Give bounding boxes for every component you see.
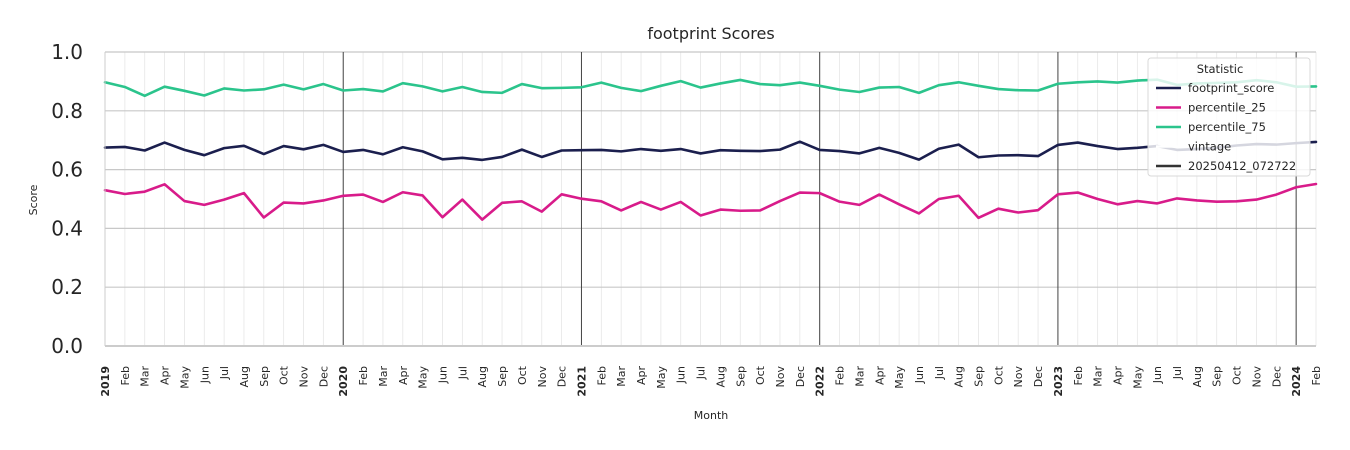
x-tick-label: Mar xyxy=(615,366,628,387)
x-tick-label: Feb xyxy=(1310,366,1323,385)
x-tick-label: Sep xyxy=(496,366,509,387)
x-tick-label: Apr xyxy=(1111,366,1124,386)
x-tick-label: Jul xyxy=(695,366,708,380)
y-tick-label: 0.8 xyxy=(51,99,83,123)
x-tick-label-year: 2022 xyxy=(814,366,827,397)
x-tick-label: Apr xyxy=(635,366,648,386)
x-tick-label: Feb xyxy=(357,366,370,385)
x-tick-label: Jun xyxy=(198,366,211,384)
x-tick-label: Feb xyxy=(119,366,132,385)
x-tick-label: Nov xyxy=(1012,366,1025,388)
y-tick-label: 0.6 xyxy=(51,158,83,182)
x-tick-label-year: 2023 xyxy=(1052,366,1065,397)
x-tick-label: May xyxy=(178,366,191,389)
x-tick-label: Nov xyxy=(536,366,549,388)
x-tick-label: Sep xyxy=(258,366,271,387)
x-tick-label: Aug xyxy=(1191,366,1204,387)
x-tick-label: Aug xyxy=(238,366,251,387)
x-tick-label: Nov xyxy=(298,366,311,388)
y-tick-label: 1.0 xyxy=(51,40,83,64)
x-tick-label: Aug xyxy=(714,366,727,387)
x-tick-label: Feb xyxy=(834,366,847,385)
x-tick-label: Sep xyxy=(1211,366,1224,387)
x-tick-label: Oct xyxy=(278,365,291,385)
x-tick-label: Dec xyxy=(1032,366,1045,387)
y-tick-label: 0.4 xyxy=(51,216,83,240)
x-tick-label: Mar xyxy=(139,366,152,387)
series-line-footprint-score xyxy=(103,140,1318,162)
legend-entry-label: vintage xyxy=(1188,140,1231,154)
x-tick-label: Dec xyxy=(794,366,807,387)
x-tick-label: Jul xyxy=(218,366,231,380)
x-tick-label: Mar xyxy=(853,366,866,387)
legend: Statistic footprint_score percentile_25per… xyxy=(1147,57,1311,177)
x-tick-label-year: 2019 xyxy=(99,366,112,397)
x-tick-label: Jun xyxy=(675,366,688,384)
x-tick-label: Aug xyxy=(476,366,489,387)
legend-entry-label: percentile_75 xyxy=(1188,120,1266,134)
x-tick-label: Aug xyxy=(953,366,966,387)
series-line-percentile-75 xyxy=(103,78,1318,98)
x-tick-label: Mar xyxy=(1092,366,1105,387)
x-tick-label: Jul xyxy=(456,366,469,380)
y-axis-label: Score xyxy=(27,184,40,215)
x-tick-label: May xyxy=(1131,366,1144,389)
x-tick-label: Apr xyxy=(397,366,410,386)
x-tick-label: Feb xyxy=(1072,366,1085,385)
series-line-percentile-25 xyxy=(103,182,1318,221)
legend-box xyxy=(1147,57,1311,177)
x-tick-label: Dec xyxy=(1270,366,1283,387)
x-tick-label: Jul xyxy=(933,366,946,380)
x-tick-label: May xyxy=(417,366,430,389)
x-axis-label: Month xyxy=(694,409,729,422)
legend-title: Statistic xyxy=(1197,62,1244,76)
y-tick-label: 0.2 xyxy=(51,275,83,299)
x-tick-label: Oct xyxy=(516,365,529,385)
x-tick-label: Jun xyxy=(1151,366,1164,384)
chart-title: footprint Scores xyxy=(647,24,774,43)
x-tick-label: Apr xyxy=(873,366,886,386)
x-tick-label: Apr xyxy=(159,366,172,386)
x-tick-label-year: 2020 xyxy=(337,366,350,397)
x-tick-label: Oct xyxy=(1231,365,1244,385)
x-tick-label: Mar xyxy=(377,366,390,387)
x-tick-label: Jun xyxy=(913,366,926,384)
x-tick-label: Sep xyxy=(734,366,747,387)
legend-entry-label: percentile_25 xyxy=(1188,101,1266,115)
x-tick-label: Oct xyxy=(754,365,767,385)
x-tick-label: Nov xyxy=(1250,366,1263,388)
legend-entry-label: 20250412_072722 xyxy=(1188,159,1296,173)
x-tick-label: Nov xyxy=(774,366,787,388)
x-tick-label: May xyxy=(893,366,906,389)
x-tick-label-year: 2024 xyxy=(1290,366,1303,397)
x-tick-label: Oct xyxy=(992,365,1005,385)
x-tick-label: Sep xyxy=(973,366,986,387)
x-tick-label: May xyxy=(655,366,668,389)
x-tick-label: Dec xyxy=(317,366,330,387)
x-tick-label: Jul xyxy=(1171,366,1184,380)
x-tick-label: Feb xyxy=(595,366,608,385)
x-tick-label: Jun xyxy=(436,366,449,384)
axes: 0.0 0.2 0.4 0.6 0.8 1.0 2019 Feb Mar Apr May Jun Jul… xyxy=(51,40,1323,397)
x-tick-label: Dec xyxy=(556,366,569,387)
grid xyxy=(104,51,1317,347)
series-lines xyxy=(103,78,1318,221)
y-tick-label: 0.0 xyxy=(51,334,83,358)
x-tick-label-year: 2021 xyxy=(575,366,588,397)
legend-entry-label: footprint_score xyxy=(1188,81,1274,95)
